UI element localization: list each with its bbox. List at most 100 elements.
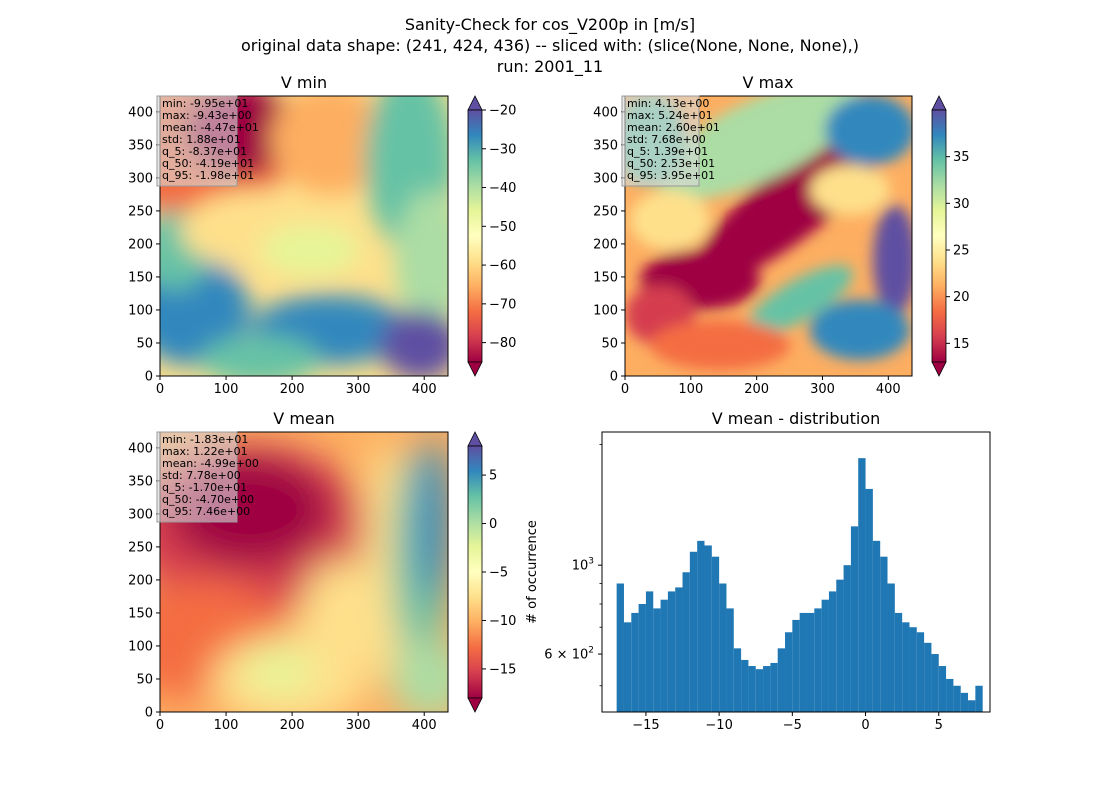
stat-line: max: 1.22e+01 xyxy=(162,445,248,458)
histogram-bar xyxy=(960,692,969,712)
y-tick-label: 300 xyxy=(128,507,153,522)
histogram-bar xyxy=(792,619,800,712)
y-tick-label: 150 xyxy=(128,270,153,285)
colorbar-tick-label: 5 xyxy=(489,469,497,484)
histogram-bar xyxy=(975,685,983,712)
stat-line: mean: -4.99e+00 xyxy=(162,457,259,470)
y-tick-label: 350 xyxy=(128,138,153,153)
y-ticks: 0 50 100 150 200 250 300 350 400 xyxy=(128,105,160,385)
histogram-bar xyxy=(968,700,976,712)
stat-line: q_50: -4.70e+00 xyxy=(162,493,254,506)
panel-title: V min xyxy=(281,73,327,92)
panel-v-mean: V mean 0 100 200 300 400 0501001502002503003… xyxy=(128,409,516,733)
colorbar-tick-label: −60 xyxy=(489,259,516,274)
colorbar-tick-label: −30 xyxy=(489,142,516,157)
histogram-bar xyxy=(748,666,756,712)
y-tick-label: 150 xyxy=(128,606,153,621)
histogram-bar xyxy=(711,556,720,712)
y-tick-label: 200 xyxy=(128,237,153,252)
y-tick-label: 400 xyxy=(593,105,618,120)
histogram-bar xyxy=(660,599,668,712)
y-tick-label: 400 xyxy=(128,441,153,456)
colorbar-tick-label: 30 xyxy=(953,197,970,212)
histogram-bar xyxy=(916,632,925,712)
histogram-bar xyxy=(719,583,727,712)
x-tick-label: 0 xyxy=(621,382,629,397)
x-tick-label: −5 xyxy=(783,718,802,733)
colorbar-tick-label: 0 xyxy=(489,517,497,532)
y-tick-label: 50 xyxy=(601,336,618,351)
stat-line: min: -1.83e+01 xyxy=(162,433,248,446)
colorbar-tick-label: −80 xyxy=(489,336,516,351)
panel-title: V mean - distribution xyxy=(712,409,881,428)
colorbar-tick-label: −15 xyxy=(489,662,516,677)
x-tick-label: 200 xyxy=(280,382,305,397)
y-ticks: 0 50 100 150 200 250 300 350 400 xyxy=(128,441,160,721)
histogram-bar xyxy=(865,488,873,712)
stat-line: std: 7.78e+00 xyxy=(162,469,241,482)
colorbar-tick-label: −50 xyxy=(489,220,516,235)
y-tick-label: 50 xyxy=(136,336,153,351)
histogram-bar xyxy=(777,648,786,712)
y-tick-label: 400 xyxy=(128,105,153,120)
histogram-bar xyxy=(806,612,815,712)
x-tick-label: 100 xyxy=(214,382,239,397)
stat-line: std: 7.68e+00 xyxy=(627,133,706,146)
y-tick-label: 300 xyxy=(593,171,618,186)
colorbar-tick-label: −20 xyxy=(489,104,516,119)
stats-box: min: -1.83e+01 max: 1.22e+01 mean: -4.99… xyxy=(156,431,259,523)
stat-line: min: 4.13e+00 xyxy=(627,97,709,110)
y-tick-label: 50 xyxy=(136,672,153,687)
histogram-bar xyxy=(638,603,646,712)
histogram-bar xyxy=(858,458,866,712)
histogram-bar xyxy=(631,612,639,712)
x-tick-label: 300 xyxy=(346,718,371,733)
panel-v-max: V max 0 100 200 300 400 0 50 100 150 200 250 300 35… xyxy=(593,73,970,397)
x-tick-label: 300 xyxy=(810,382,835,397)
colorbar-tick-label: −10 xyxy=(489,614,516,629)
y-tick-label: 250 xyxy=(128,540,153,555)
histogram-bar xyxy=(821,599,829,712)
y-tick-label: 200 xyxy=(593,237,618,252)
y-ticks: 0 50 100 150 200 250 300 350 400 xyxy=(593,105,625,385)
y-tick-label: 300 xyxy=(128,171,153,186)
histogram-bar xyxy=(946,678,954,712)
colorbar-tick-label: −5 xyxy=(489,566,508,581)
histogram-bar xyxy=(924,642,932,712)
y-axis-label: # of occurrence xyxy=(525,520,540,624)
x-tick-label: 200 xyxy=(280,718,305,733)
x-tick-label: 400 xyxy=(412,382,437,397)
stat-line: q_50: 2.53e+01 xyxy=(627,157,715,170)
histogram-bar xyxy=(755,669,764,712)
x-tick-label: 200 xyxy=(744,382,769,397)
x-tick-label: 300 xyxy=(346,382,371,397)
y-tick-label: 103 xyxy=(572,557,594,574)
y-ticks: 103 6 × 102 xyxy=(544,444,602,687)
histogram-bar xyxy=(704,545,712,712)
colorbar-tick-label: 35 xyxy=(953,150,970,165)
histogram-bar xyxy=(733,648,742,712)
histogram-bar xyxy=(938,666,947,712)
y-tick-label: 250 xyxy=(593,204,618,219)
y-tick-label: 0 xyxy=(145,370,153,385)
x-ticks: 0 100 200 300 400 xyxy=(621,376,901,397)
panel-distribution: V mean - distribution # of occurrence −1… xyxy=(525,409,991,733)
stat-line: min: -9.95e+01 xyxy=(162,97,248,110)
y-tick-label: 100 xyxy=(128,303,153,318)
axes-frame xyxy=(624,95,913,377)
histogram-bar xyxy=(623,622,632,712)
histogram-bar xyxy=(682,572,690,712)
x-ticks: 0 100 200 300 400 xyxy=(156,376,437,397)
histogram-bar xyxy=(880,556,888,712)
stat-line: q_50: -4.19e+01 xyxy=(162,157,254,170)
panel-title: V max xyxy=(743,73,794,92)
histogram-bar xyxy=(909,627,917,712)
x-ticks: 0 100 200 300 400 xyxy=(156,712,437,733)
colorbar: −80 −70 −60 −50 −40 −30 −20 xyxy=(467,95,516,377)
histogram-bar xyxy=(953,685,961,712)
histogram-bar xyxy=(828,591,837,712)
stats-box: min: -9.95e+01 max: -9.43e+00 mean: -4.4… xyxy=(156,95,259,187)
y-tick-label: 100 xyxy=(128,639,153,654)
stat-line: q_95: 3.95e+01 xyxy=(627,169,715,182)
